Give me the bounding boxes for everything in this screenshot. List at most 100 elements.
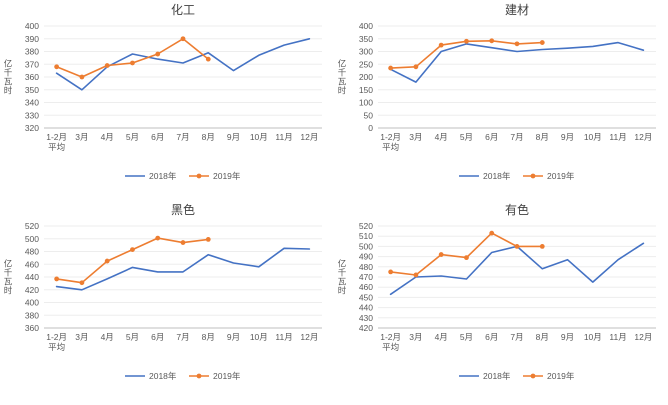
legend-marker xyxy=(530,373,536,379)
y-tick-label: 370 xyxy=(25,59,39,69)
x-tick-label: 10月 xyxy=(250,132,268,142)
chart-cell-heise: 黑色 360 380 400 420 440 460 480 500 520 亿千瓦时 1-2月平均 3… xyxy=(0,200,334,400)
y-tick-label: 200 xyxy=(359,72,373,82)
series-marker xyxy=(539,244,545,249)
x-tick-label: 10月 xyxy=(584,332,602,342)
x-tick-label: 8月 xyxy=(536,332,549,342)
y-tick-label: 500 xyxy=(25,234,39,244)
x-tick-label: 3月 xyxy=(409,332,422,342)
series-marker xyxy=(180,240,186,245)
x-tick-label: 7月 xyxy=(510,332,523,342)
series-marker xyxy=(130,60,135,66)
y-tick-label: 50 xyxy=(364,110,374,120)
series-line-2019年 xyxy=(55,237,210,284)
x-tick-label: 12月 xyxy=(634,132,652,142)
y-tick-label: 430 xyxy=(359,313,373,323)
x-tick-label: 3月 xyxy=(75,332,88,342)
legend-marker xyxy=(196,173,202,179)
x-tick-label: 5月 xyxy=(460,132,473,142)
x-tick-label: 9月 xyxy=(561,132,574,142)
series-marker xyxy=(130,247,135,252)
y-tick-label: 520 xyxy=(25,221,39,231)
series-marker xyxy=(464,38,469,44)
series-marker xyxy=(514,41,520,47)
series-marker xyxy=(54,276,60,282)
legend-marker xyxy=(530,173,536,179)
x-tick-label: 1-2月平均 xyxy=(46,332,67,352)
y-tick-label: 390 xyxy=(25,34,39,44)
series-line-2019年 xyxy=(389,232,544,276)
y-tick-label: 360 xyxy=(25,72,39,82)
x-tick-label: 11月 xyxy=(609,132,626,142)
series-line-2018年 xyxy=(389,242,645,296)
x-tick-label: 5月 xyxy=(126,132,139,142)
series-marker xyxy=(489,38,495,44)
x-tick-label: 7月 xyxy=(176,332,189,342)
series-marker xyxy=(79,280,85,286)
y-tick-label: 0 xyxy=(368,123,373,133)
y-tick-label: 450 xyxy=(359,292,373,302)
legend-label-2019年: 2019年 xyxy=(547,171,575,181)
series-marker xyxy=(514,244,520,249)
legend-marker xyxy=(196,373,202,379)
series-line-2019年 xyxy=(55,37,210,78)
y-tick-label: 480 xyxy=(25,247,39,257)
legend-label-2019年: 2019年 xyxy=(213,171,241,181)
x-tick-label: 1-2月平均 xyxy=(380,132,401,152)
x-tick-label: 1-2月平均 xyxy=(46,132,67,152)
x-tick-label: 4月 xyxy=(435,332,448,342)
y-tick-label: 250 xyxy=(359,59,373,69)
y-tick-label: 420 xyxy=(25,285,39,295)
y-tick-label: 100 xyxy=(359,98,373,108)
y-tick-label: 460 xyxy=(359,282,373,292)
y-tick-label: 320 xyxy=(25,123,39,133)
y-tick-label: 350 xyxy=(359,34,373,44)
y-tick-label: 520 xyxy=(359,221,373,231)
y-tick-label: 400 xyxy=(25,21,39,31)
x-tick-label: 9月 xyxy=(227,132,240,142)
y-tick-label: 400 xyxy=(359,21,373,31)
x-tick-label: 3月 xyxy=(75,132,88,142)
series-line-2018年 xyxy=(389,41,645,83)
legend-label-2018年: 2018年 xyxy=(149,171,177,181)
y-axis-title: 亿千瓦时 xyxy=(4,59,13,96)
series-marker xyxy=(155,51,161,57)
chart-title: 黑色 xyxy=(171,203,195,217)
x-tick-label: 9月 xyxy=(227,332,240,342)
x-tick-label: 10月 xyxy=(250,332,268,342)
x-tick-label: 4月 xyxy=(101,132,114,142)
x-tick-label: 11月 xyxy=(609,332,626,342)
legend-label-2018年: 2018年 xyxy=(483,171,511,181)
x-tick-label: 6月 xyxy=(151,332,164,342)
y-tick-label: 500 xyxy=(359,241,373,251)
series-line-2018年 xyxy=(55,247,311,291)
y-tick-label: 400 xyxy=(25,298,39,308)
series-line-2018年 xyxy=(55,37,311,91)
y-tick-label: 480 xyxy=(359,262,373,272)
y-tick-label: 420 xyxy=(359,323,373,333)
legend-label-2019年: 2019年 xyxy=(213,371,241,381)
chart-title: 有色 xyxy=(505,203,529,217)
x-tick-label: 5月 xyxy=(126,332,139,342)
x-tick-label: 5月 xyxy=(460,332,473,342)
chart-cell-youse: 有色 420 430 440 450 460 470 480 490 500 510 520 亿千瓦时 1… xyxy=(334,200,668,400)
chart-cell-jiancai: 建材 0 50 100 150 200 250 300 350 400 亿千瓦时 1-2月平均 3月 4月… xyxy=(334,0,668,200)
y-tick-label: 340 xyxy=(25,98,39,108)
x-tick-label: 4月 xyxy=(101,332,114,342)
x-tick-label: 8月 xyxy=(202,332,215,342)
y-tick-label: 150 xyxy=(359,85,373,95)
series-marker xyxy=(464,255,469,261)
y-tick-label: 360 xyxy=(25,323,39,333)
series-marker xyxy=(104,63,110,68)
chart-title: 建材 xyxy=(505,3,529,17)
series-marker xyxy=(388,269,394,275)
y-tick-label: 300 xyxy=(359,47,373,57)
series-marker xyxy=(155,235,161,241)
series-marker xyxy=(438,252,444,257)
chart-title: 化工 xyxy=(171,3,195,17)
x-tick-label: 4月 xyxy=(435,132,448,142)
chart-化工: 化工 320 330 340 350 360 370 380 390 400 亿千瓦时 1-2月平均 3… xyxy=(4,3,322,181)
x-tick-label: 8月 xyxy=(202,132,215,142)
y-axis-title: 亿千瓦时 xyxy=(338,259,347,296)
series-marker xyxy=(180,36,186,42)
